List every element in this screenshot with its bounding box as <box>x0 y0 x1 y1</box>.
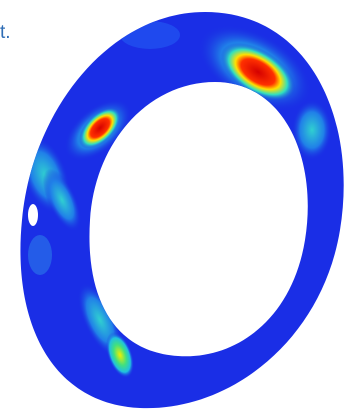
heat-patches <box>20 21 332 378</box>
caption: t. <box>0 22 11 43</box>
hole <box>28 204 38 226</box>
